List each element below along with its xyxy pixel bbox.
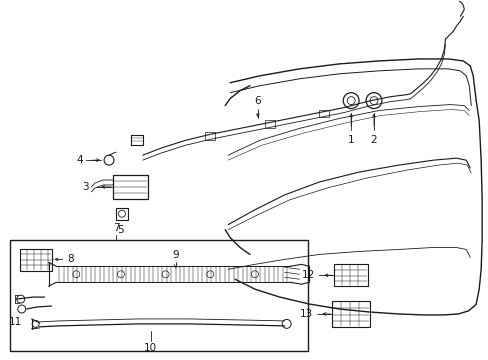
- Text: 3: 3: [82, 182, 89, 192]
- Bar: [116, 208, 128, 220]
- Text: 10: 10: [144, 343, 157, 353]
- Bar: [264, 121, 274, 129]
- Bar: [332, 301, 369, 327]
- Bar: [20, 249, 51, 271]
- Bar: [113, 175, 147, 199]
- Text: 6: 6: [254, 95, 261, 105]
- Text: 4: 4: [77, 155, 83, 165]
- Text: 7: 7: [112, 222, 119, 233]
- Text: 9: 9: [172, 250, 179, 260]
- Text: 8: 8: [67, 255, 74, 264]
- Bar: [10, 239, 307, 351]
- Text: 2: 2: [370, 135, 377, 145]
- Text: 1: 1: [347, 135, 354, 145]
- Text: 5: 5: [118, 225, 124, 235]
- Bar: [334, 264, 367, 286]
- Text: 12: 12: [302, 270, 315, 280]
- Bar: [319, 109, 328, 117]
- Bar: [205, 132, 215, 140]
- Text: 11: 11: [9, 317, 22, 327]
- Text: 13: 13: [300, 309, 313, 319]
